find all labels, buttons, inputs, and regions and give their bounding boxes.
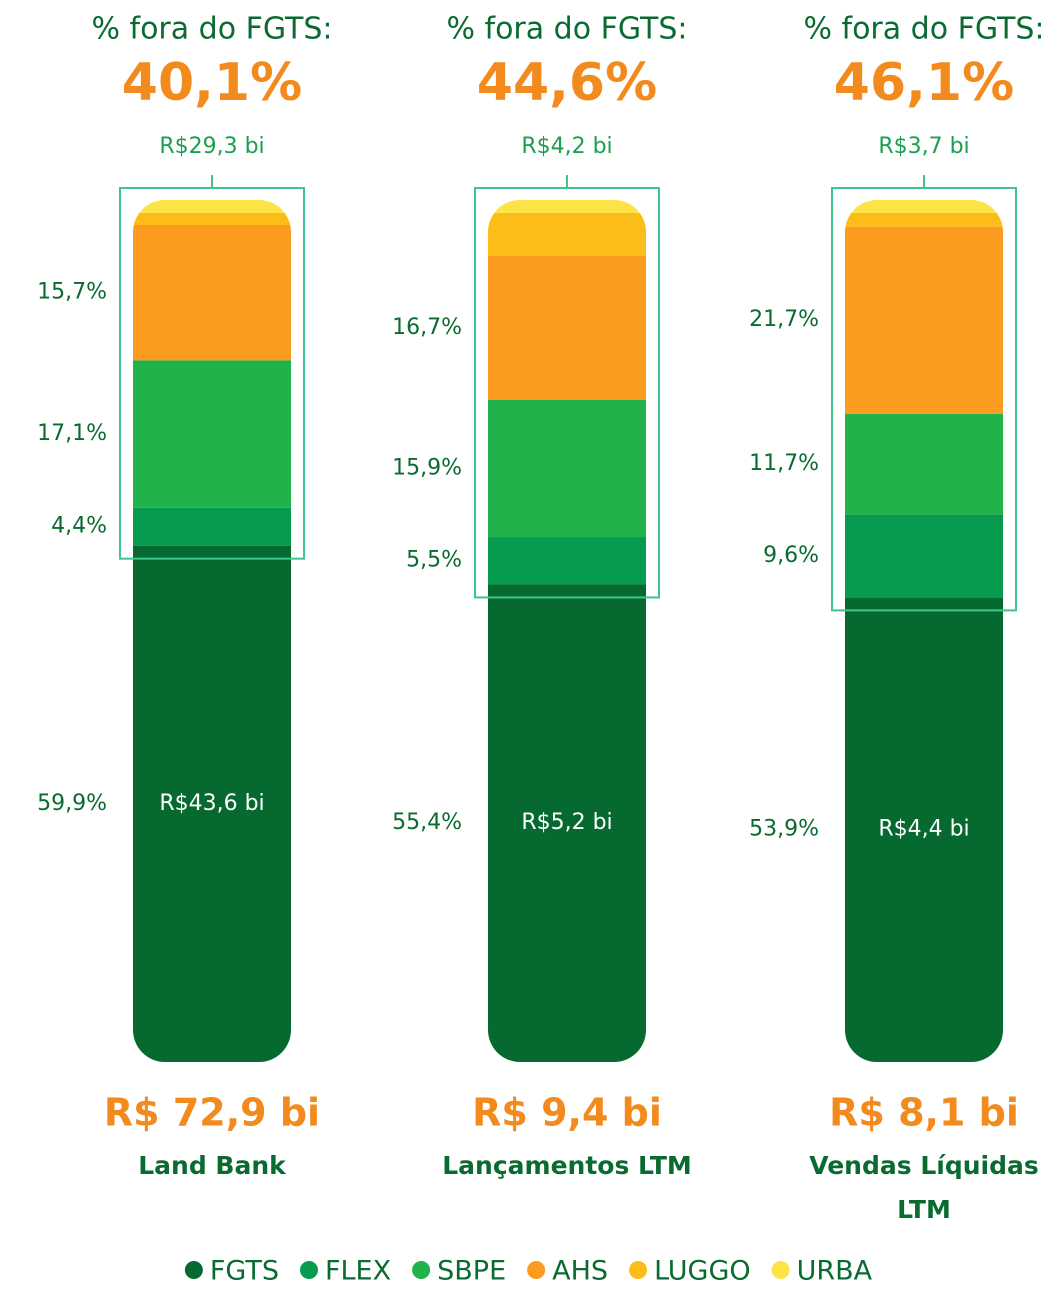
category-label: Lançamentos LTM	[442, 1151, 692, 1180]
outside-value: R$4,2 bi	[521, 134, 612, 159]
fgts-value: R$4,4 bi	[878, 817, 969, 842]
legend-item: URBA	[771, 1256, 873, 1287]
value-label: 15,9%	[392, 456, 462, 481]
bar-segment	[845, 200, 1003, 213]
legend-label: URBA	[797, 1256, 873, 1287]
bar-segment	[133, 200, 291, 213]
bar-stack	[133, 200, 291, 1062]
legend-item: FGTS	[184, 1256, 279, 1287]
legend-swatch	[527, 1261, 546, 1279]
bar-segment	[133, 360, 291, 508]
bar-segment	[133, 545, 291, 1062]
header-label: % fora do FGTS:	[803, 12, 1044, 47]
total-label: R$ 8,1 bi	[829, 1091, 1019, 1135]
value-label: 11,7%	[749, 451, 819, 476]
bar-segment	[488, 200, 646, 213]
bar-segment	[488, 584, 646, 1062]
value-label: 55,4%	[392, 810, 462, 835]
total-label: R$ 72,9 bi	[104, 1091, 320, 1135]
legend-item: SBPE	[412, 1256, 506, 1287]
fgts-value: R$43,6 bi	[159, 791, 264, 816]
category-label: Land Bank	[138, 1151, 286, 1180]
value-label: 53,9%	[749, 817, 819, 842]
bar-segment	[845, 514, 1003, 598]
bar-segment	[133, 507, 291, 546]
legend-label: AHS	[552, 1256, 608, 1287]
fgts-value: R$5,2 bi	[521, 810, 612, 835]
outside-share: 44,6%	[477, 53, 657, 113]
bar-segment	[845, 413, 1003, 515]
legend-swatch	[629, 1261, 648, 1279]
legend-swatch	[412, 1261, 431, 1279]
header-label: % fora do FGTS:	[446, 12, 687, 47]
bar-stack	[488, 200, 646, 1062]
value-label: 15,7%	[37, 280, 107, 305]
bar-segment	[133, 212, 291, 225]
legend-swatch	[771, 1261, 790, 1279]
legend-label: FGTS	[210, 1256, 279, 1287]
legend-swatch	[299, 1261, 318, 1279]
legend-label: FLEX	[325, 1256, 391, 1287]
legend-item: FLEX	[299, 1256, 391, 1287]
bar-stack	[845, 200, 1003, 1062]
category-label: Vendas Líquidas LTM	[809, 1151, 1039, 1224]
bar-segment	[488, 537, 646, 585]
legend-label: LUGGO	[654, 1256, 751, 1287]
value-label: 16,7%	[392, 315, 462, 340]
bar-segment	[488, 256, 646, 400]
outside-value: R$29,3 bi	[159, 134, 264, 159]
header-label: % fora do FGTS:	[91, 12, 332, 47]
value-label: 17,1%	[37, 421, 107, 446]
bar-segment	[488, 399, 646, 538]
total-label: R$ 9,4 bi	[472, 1091, 662, 1135]
outside-value: R$3,7 bi	[878, 134, 969, 159]
legend-item: LUGGO	[629, 1256, 751, 1287]
legend-swatch	[184, 1261, 203, 1279]
legend-label: SBPE	[437, 1256, 506, 1287]
outside-share: 46,1%	[834, 53, 1014, 113]
bar-segment	[845, 226, 1003, 414]
bar-segment	[488, 212, 646, 257]
bar-segment	[845, 597, 1003, 1062]
bar-segment	[845, 212, 1003, 227]
value-label: 9,6%	[763, 543, 819, 568]
legend-item: AHS	[527, 1256, 608, 1287]
value-label: 4,4%	[51, 514, 107, 539]
value-label: 21,7%	[749, 307, 819, 332]
value-label: 5,5%	[406, 548, 462, 573]
outside-share: 40,1%	[122, 53, 302, 113]
bar-segment	[133, 224, 291, 361]
value-label: 59,9%	[37, 791, 107, 816]
